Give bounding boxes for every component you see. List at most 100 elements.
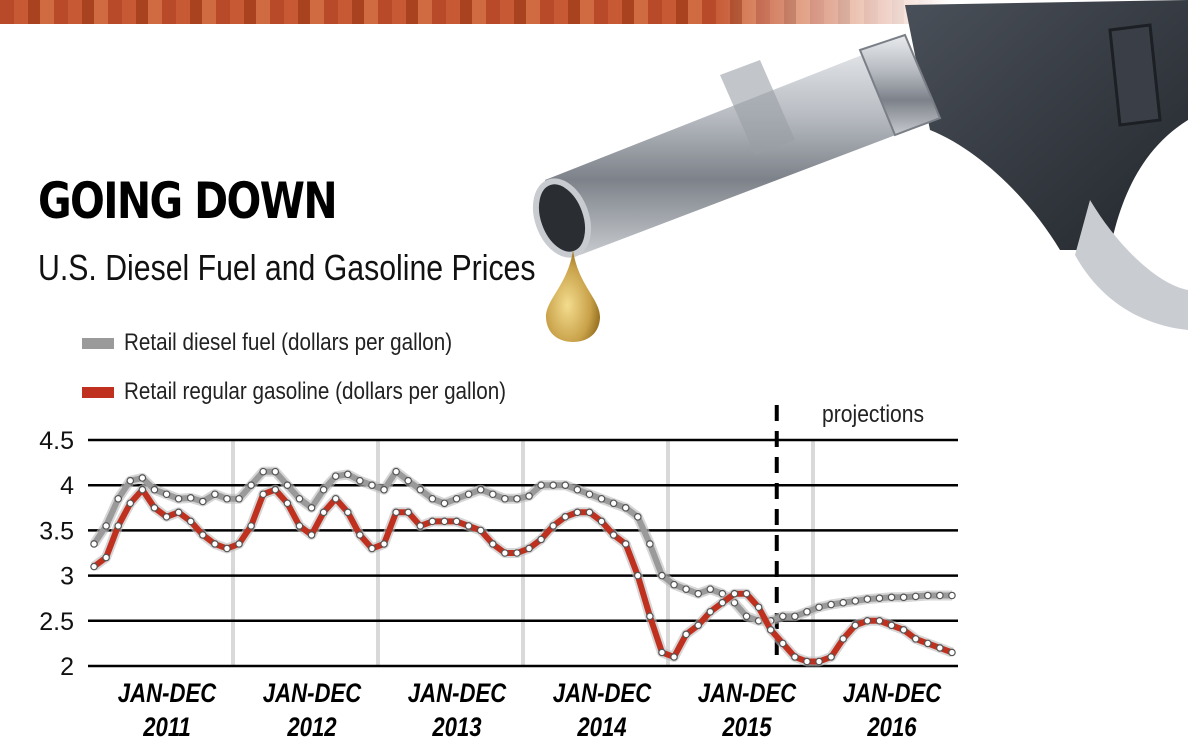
- data-point-diesel: [839, 598, 848, 607]
- data-point-diesel: [464, 490, 473, 499]
- data-point-diesel: [706, 585, 715, 593]
- y-tick-label: 2: [60, 653, 74, 681]
- data-point-diesel: [223, 494, 231, 503]
- data-point-diesel: [162, 490, 171, 499]
- data-point-diesel: [343, 470, 352, 479]
- x-tick-label-period: JAN-DEC: [842, 678, 941, 708]
- x-tick-label: JAN-DEC 2012: [254, 676, 369, 744]
- data-point-gasoline: [646, 612, 654, 621]
- data-point-gasoline: [440, 517, 449, 526]
- data-point-diesel: [452, 494, 461, 503]
- data-point-gasoline: [875, 616, 884, 625]
- x-tick-label: JAN-DEC 2011: [109, 676, 224, 744]
- data-point-gasoline: [766, 626, 775, 634]
- data-point-diesel: [778, 612, 787, 621]
- data-point-diesel: [923, 591, 932, 600]
- data-point-gasoline: [791, 653, 799, 661]
- data-point-diesel: [211, 490, 219, 499]
- data-point-gasoline: [283, 499, 292, 508]
- data-point-diesel: [815, 603, 823, 612]
- data-point-diesel: [621, 503, 630, 512]
- x-tick-label-year: 2013: [431, 712, 482, 742]
- data-point-gasoline: [319, 508, 328, 517]
- data-point-diesel: [488, 490, 497, 499]
- data-point-diesel: [476, 485, 485, 494]
- data-point-diesel: [90, 540, 98, 548]
- data-point-gasoline: [392, 508, 400, 517]
- data-point-gasoline: [90, 562, 98, 571]
- data-point-diesel: [392, 467, 400, 476]
- data-point-gasoline: [742, 589, 751, 598]
- data-point-gasoline: [803, 657, 811, 666]
- data-point-gasoline: [923, 639, 932, 648]
- x-tick-label-period: JAN-DEC: [407, 678, 506, 708]
- data-point-diesel: [682, 585, 690, 593]
- data-point-diesel: [742, 612, 751, 621]
- data-point-gasoline: [936, 644, 944, 652]
- data-point-diesel: [948, 591, 956, 600]
- data-point-diesel: [633, 513, 642, 521]
- data-point-gasoline: [549, 522, 558, 530]
- data-point-gasoline: [899, 626, 908, 634]
- data-point-gasoline: [694, 621, 703, 630]
- data-point-diesel: [186, 494, 195, 502]
- data-point-diesel: [609, 499, 618, 508]
- data-point-diesel: [416, 485, 425, 494]
- data-point-gasoline: [235, 540, 243, 548]
- data-point-gasoline: [428, 517, 437, 526]
- data-point-diesel: [295, 494, 304, 503]
- data-point-gasoline: [513, 549, 521, 557]
- x-tick-label: JAN-DEC 2014: [544, 676, 659, 744]
- x-tick-label-year: 2014: [576, 712, 627, 742]
- data-point-gasoline: [609, 531, 618, 539]
- data-point-gasoline: [585, 508, 594, 517]
- chart-series: [89, 466, 956, 667]
- data-point-diesel: [368, 481, 376, 490]
- data-point-gasoline: [247, 522, 255, 530]
- data-point-diesel: [597, 494, 606, 503]
- x-tick-label-period: JAN-DEC: [552, 678, 651, 708]
- x-tick-label-period: JAN-DEC: [117, 678, 216, 708]
- data-point-diesel: [138, 474, 147, 482]
- y-axis: 4.5 4 3.5 3 2.5 2: [39, 427, 74, 681]
- data-point-gasoline: [186, 517, 195, 526]
- data-point-gasoline: [525, 544, 533, 553]
- data-point-gasoline: [126, 499, 135, 508]
- x-tick-label-year: 2016: [866, 712, 917, 742]
- data-point-gasoline: [114, 522, 123, 530]
- data-point-gasoline: [150, 503, 159, 512]
- data-point-diesel: [404, 476, 413, 485]
- data-point-gasoline: [730, 589, 739, 598]
- legend-swatch-gasoline: [82, 386, 114, 398]
- data-point-gasoline: [682, 630, 690, 639]
- data-point-diesel: [863, 595, 872, 603]
- data-point-diesel: [549, 481, 558, 490]
- data-point-diesel: [114, 494, 123, 503]
- projections-label: projections: [822, 401, 924, 428]
- legend-item-diesel: Retail diesel fuel (dollars per gallon): [82, 328, 506, 358]
- data-point-gasoline: [827, 653, 835, 661]
- data-point-diesel: [525, 492, 533, 500]
- data-point-gasoline: [597, 517, 606, 526]
- legend-item-gasoline: Retail regular gasoline (dollars per gal…: [82, 377, 568, 407]
- data-point-gasoline: [718, 598, 727, 607]
- data-point-gasoline: [464, 522, 473, 530]
- y-tick-label: 4.5: [39, 427, 74, 455]
- data-point-gasoline: [476, 526, 485, 535]
- legend-swatch-diesel: [82, 337, 114, 349]
- y-tick-label: 3: [60, 563, 74, 591]
- data-point-gasoline: [343, 508, 352, 517]
- data-point-diesel: [198, 497, 207, 506]
- data-point-diesel: [646, 540, 654, 548]
- x-tick-label: JAN-DEC 2016: [834, 676, 949, 744]
- x-tick-label: JAN-DEC 2013: [399, 676, 514, 744]
- data-point-diesel: [827, 600, 835, 609]
- data-point-gasoline: [670, 653, 678, 661]
- data-point-diesel: [573, 485, 582, 494]
- data-point-diesel: [150, 485, 159, 494]
- data-point-gasoline: [754, 603, 763, 612]
- data-point-diesel: [102, 522, 110, 530]
- x-tick-label-period: JAN-DEC: [262, 678, 361, 708]
- fuel-nozzle-icon: [532, 0, 1188, 342]
- data-point-gasoline: [488, 540, 497, 548]
